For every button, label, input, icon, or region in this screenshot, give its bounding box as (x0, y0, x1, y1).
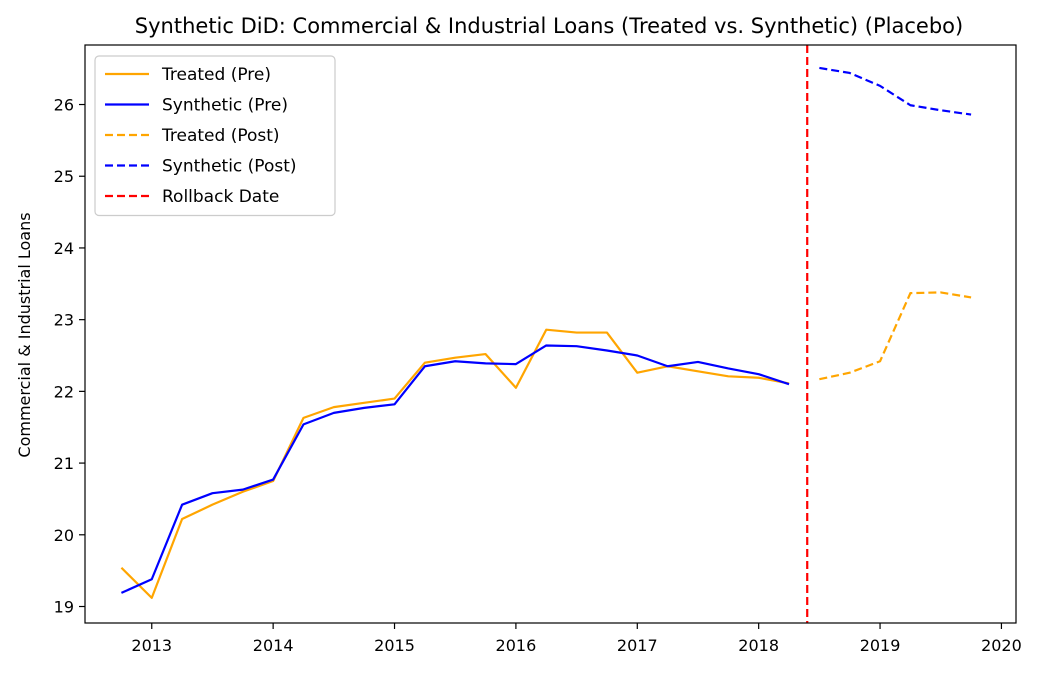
plot-area: 2013 2014 2015 2016 2017 2018 2019 2020 19 20 21 22… (54, 45, 1022, 655)
series-line-synthetic-pre (120, 344, 790, 594)
legend-label: Synthetic (Post) (162, 157, 297, 177)
x-tick-label: 2017 (617, 636, 658, 655)
chart-title: Synthetic DiD: Commercial & Industrial L… (135, 14, 963, 38)
legend-label: Treated (Pre) (161, 65, 271, 85)
x-tick-label: 2014 (253, 636, 294, 655)
x-tick-label: 2020 (981, 636, 1022, 655)
series-line-treated-pre (120, 328, 790, 600)
x-tick-label: 2018 (738, 636, 779, 655)
x-tick-label: 2019 (860, 636, 901, 655)
series-line-treated-post (819, 291, 972, 381)
legend-label: Rollback Date (162, 187, 279, 207)
x-tick-label: 2013 (131, 636, 172, 655)
legend-box (94, 55, 336, 217)
y-axis-label: Commercial & Industrial Loans (15, 212, 34, 457)
y-tick-label: 21 (54, 454, 74, 473)
y-tick-label: 26 (54, 96, 74, 115)
legend-label: Treated (Post) (161, 126, 280, 146)
y-tick-label: 20 (54, 526, 74, 545)
y-tick-label: 23 (54, 311, 74, 330)
y-tick-label: 22 (54, 382, 74, 401)
x-tick-label: 2016 (496, 636, 537, 655)
plot-frame (84, 44, 1017, 624)
legend: Treated (Pre) Synthetic (Pre) Treated (Pos… (94, 55, 336, 217)
series-line-synthetic-post (819, 66, 972, 116)
y-tick-label: 24 (54, 239, 74, 258)
legend-label: Synthetic (Pre) (162, 96, 288, 116)
y-tick-label: 25 (54, 167, 74, 186)
x-tick-label: 2015 (374, 636, 415, 655)
y-tick-label: 19 (54, 598, 74, 617)
